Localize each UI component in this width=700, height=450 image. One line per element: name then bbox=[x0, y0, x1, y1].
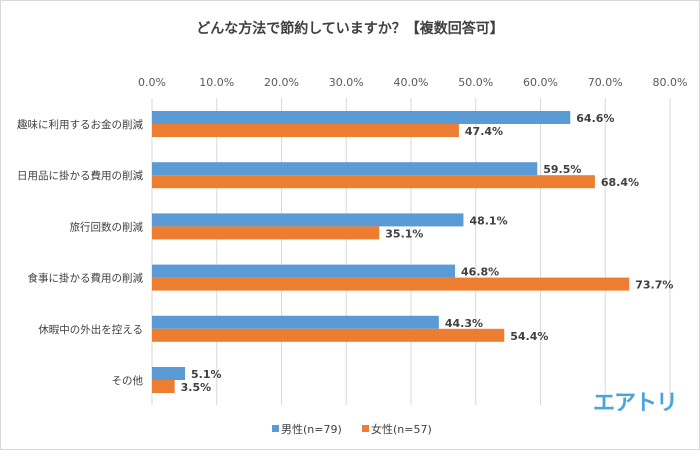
bar-female bbox=[152, 124, 459, 137]
bar-female bbox=[152, 226, 380, 240]
bar-male bbox=[152, 213, 464, 227]
category-label: 趣味に利用するお金の削減 bbox=[17, 118, 143, 131]
legend-label: 女性(n=57) bbox=[371, 422, 432, 436]
bar-male bbox=[152, 315, 439, 329]
x-tick-label: 70.0% bbox=[588, 76, 623, 89]
category-label: その他 bbox=[112, 374, 144, 387]
category-label: 食事に掛かる費用の削減 bbox=[28, 272, 144, 285]
data-label: 64.6% bbox=[576, 112, 614, 125]
data-label: 3.5% bbox=[181, 381, 212, 394]
x-tick-label: 20.0% bbox=[264, 76, 299, 89]
x-tick-label: 80.0% bbox=[653, 76, 688, 89]
data-label: 35.1% bbox=[385, 227, 423, 240]
x-tick-label: 50.0% bbox=[458, 76, 493, 89]
data-label: 68.4% bbox=[601, 176, 639, 189]
data-label: 44.3% bbox=[445, 317, 483, 330]
data-label: 59.5% bbox=[543, 163, 581, 176]
data-label: 47.4% bbox=[465, 125, 503, 138]
bar-male bbox=[152, 111, 571, 124]
airtrip-logo: エアトリ bbox=[593, 391, 678, 416]
category-label: 旅行回数の削減 bbox=[70, 220, 144, 233]
bar-female bbox=[152, 175, 595, 189]
x-tick-label: 60.0% bbox=[523, 76, 558, 89]
data-label: 5.1% bbox=[191, 368, 222, 381]
legend-swatch bbox=[362, 425, 369, 432]
data-label: 54.4% bbox=[510, 330, 548, 343]
legend-swatch bbox=[272, 425, 279, 432]
bar-male bbox=[152, 367, 186, 380]
legend-label: 男性(n=79) bbox=[281, 422, 342, 436]
bar-female bbox=[152, 380, 175, 393]
chart-title: どんな方法で節約していますか？【複数回答可】 bbox=[196, 21, 504, 37]
x-tick-label: 10.0% bbox=[199, 76, 234, 89]
bar-male bbox=[152, 264, 456, 278]
x-tick-label: 40.0% bbox=[394, 76, 429, 89]
x-tick-label: 0.0% bbox=[138, 76, 166, 89]
category-label: 日用品に掛かる費用の削減 bbox=[17, 169, 143, 182]
x-tick-label: 30.0% bbox=[329, 76, 364, 89]
data-label: 48.1% bbox=[469, 214, 507, 227]
data-label: 73.7% bbox=[635, 279, 673, 292]
data-label: 46.8% bbox=[461, 266, 499, 279]
bar-female bbox=[152, 277, 630, 291]
bar-female bbox=[152, 328, 505, 342]
bar-male bbox=[152, 162, 538, 176]
category-label: 休暇中の外出を控える bbox=[38, 323, 143, 336]
